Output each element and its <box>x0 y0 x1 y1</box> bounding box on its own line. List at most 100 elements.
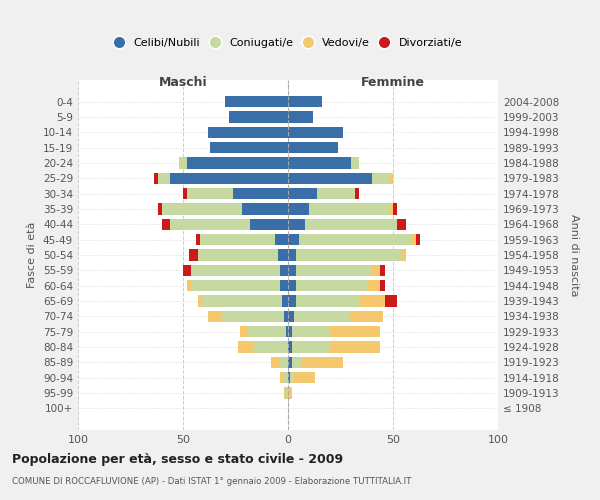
Text: Popolazione per età, sesso e stato civile - 2009: Popolazione per età, sesso e stato civil… <box>12 452 343 466</box>
Bar <box>317 188 355 200</box>
Bar <box>372 264 380 276</box>
Bar <box>288 203 309 214</box>
Bar <box>288 188 317 200</box>
Text: COMUNE DI ROCCAFLUVIONE (AP) - Dati ISTAT 1° gennaio 2009 - Elaborazione TUTTITA: COMUNE DI ROCCAFLUVIONE (AP) - Dati ISTA… <box>12 478 412 486</box>
Bar <box>190 249 198 261</box>
Bar <box>280 280 288 291</box>
Bar <box>280 372 284 384</box>
Bar <box>288 296 296 307</box>
Bar <box>284 310 288 322</box>
Bar <box>196 234 200 245</box>
Bar <box>292 356 301 368</box>
Bar <box>349 310 383 322</box>
Bar <box>299 234 412 245</box>
Bar <box>368 280 380 291</box>
Bar <box>170 218 250 230</box>
Bar <box>296 249 401 261</box>
Bar <box>295 372 316 384</box>
Bar <box>288 280 296 291</box>
Bar <box>380 280 385 291</box>
Bar <box>200 234 275 245</box>
Bar <box>288 96 322 108</box>
Bar <box>288 126 343 138</box>
Y-axis label: Fasce di età: Fasce di età <box>28 222 37 288</box>
Bar <box>288 372 290 384</box>
Bar <box>296 280 368 291</box>
Bar <box>355 188 359 200</box>
Bar <box>288 218 305 230</box>
Bar <box>238 342 254 353</box>
Bar <box>198 296 202 307</box>
Bar <box>412 234 416 245</box>
Bar <box>351 157 359 168</box>
Bar <box>208 310 221 322</box>
Bar <box>271 356 280 368</box>
Bar <box>154 172 158 184</box>
Bar <box>292 342 330 353</box>
Bar <box>284 388 286 399</box>
Bar <box>330 342 380 353</box>
Bar <box>187 188 233 200</box>
Bar <box>288 142 338 154</box>
Text: Maschi: Maschi <box>158 76 208 90</box>
Bar <box>292 326 330 338</box>
Bar <box>198 249 277 261</box>
Bar <box>210 142 288 154</box>
Bar <box>254 342 288 353</box>
Bar <box>296 296 359 307</box>
Bar <box>162 203 242 214</box>
Bar <box>288 356 292 368</box>
Bar <box>170 172 288 184</box>
Bar <box>389 172 393 184</box>
Bar <box>286 388 288 399</box>
Bar <box>233 188 288 200</box>
Bar <box>179 157 187 168</box>
Bar <box>286 326 288 338</box>
Y-axis label: Anni di nascita: Anni di nascita <box>569 214 579 296</box>
Bar <box>397 218 406 230</box>
Bar <box>288 342 292 353</box>
Bar <box>275 234 288 245</box>
Bar <box>282 296 288 307</box>
Bar <box>187 157 288 168</box>
Bar <box>359 296 385 307</box>
Bar <box>288 157 351 168</box>
Bar <box>240 326 248 338</box>
Bar <box>288 234 299 245</box>
Bar <box>288 388 292 399</box>
Bar <box>393 203 397 214</box>
Bar <box>280 356 288 368</box>
Bar <box>288 310 295 322</box>
Bar <box>401 249 406 261</box>
Bar <box>380 264 385 276</box>
Bar <box>229 111 288 122</box>
Bar <box>330 326 380 338</box>
Bar <box>208 126 288 138</box>
Bar <box>301 356 343 368</box>
Bar <box>221 310 284 322</box>
Bar <box>288 249 296 261</box>
Bar <box>372 172 389 184</box>
Bar <box>385 296 397 307</box>
Bar <box>183 264 191 276</box>
Bar <box>288 111 313 122</box>
Bar <box>250 218 288 230</box>
Bar <box>248 326 286 338</box>
Bar <box>162 218 170 230</box>
Bar <box>288 172 372 184</box>
Bar <box>284 372 288 384</box>
Bar <box>225 96 288 108</box>
Bar <box>290 372 295 384</box>
Bar <box>280 264 288 276</box>
Bar <box>389 203 393 214</box>
Bar <box>242 203 288 214</box>
Bar <box>187 280 191 291</box>
Bar <box>309 203 389 214</box>
Bar <box>305 218 397 230</box>
Bar <box>288 264 296 276</box>
Bar <box>202 296 282 307</box>
Bar <box>416 234 420 245</box>
Bar <box>295 310 349 322</box>
Bar <box>288 326 292 338</box>
Bar <box>158 203 162 214</box>
